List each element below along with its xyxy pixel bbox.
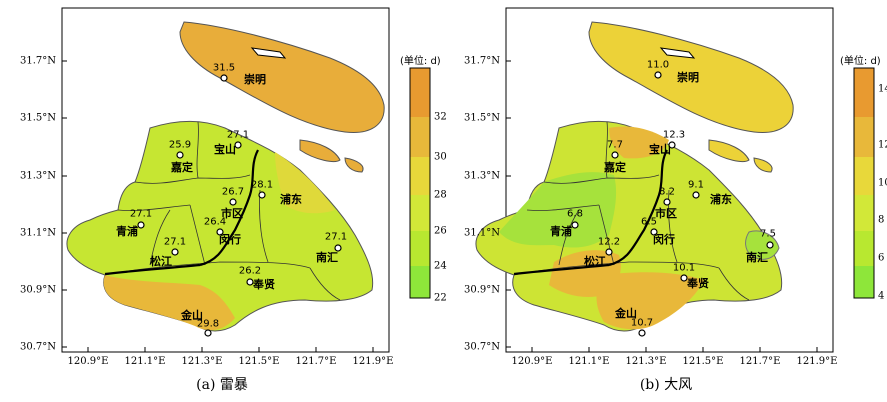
colorbar-tick: 14: [878, 83, 887, 95]
station-value: 11.0: [646, 59, 670, 71]
lat-tick: 31.3°N: [463, 170, 500, 182]
district-label: 嘉定: [171, 161, 193, 174]
lat-tick: 31.1°N: [19, 227, 56, 239]
district-label: 青浦: [550, 225, 572, 238]
lon-tick: 120.9°E: [67, 356, 109, 367]
station-value: 6.5: [641, 216, 657, 228]
map-frame: [61, 7, 431, 353]
station-value: 28.1: [250, 179, 274, 191]
lon-tick: 120.9°E: [511, 356, 553, 367]
lat-tick: 31.5°N: [19, 112, 56, 124]
lon-tick: 121.9°E: [796, 356, 838, 367]
lon-tick: 121.7°E: [295, 356, 337, 367]
station-value: 7.5: [760, 228, 776, 240]
station-value: 9.1: [688, 179, 704, 191]
colorbar-tick: 8: [878, 214, 885, 226]
lon-tick: 121.1°E: [568, 356, 610, 367]
district-label: 浦东: [280, 193, 302, 206]
lon-tick: 121.9°E: [352, 356, 394, 367]
lat-tick: 30.9°N: [19, 284, 56, 296]
district-label: 崇明: [244, 73, 266, 86]
station-value: 25.9: [168, 139, 192, 151]
region-chongming: [179, 21, 385, 134]
colorbar-tick: 12: [878, 139, 887, 151]
district-label: 市区: [221, 207, 243, 220]
district-label: 金山: [181, 309, 203, 322]
station-value: 7.7: [607, 139, 623, 151]
lat-tick: 31.3°N: [19, 170, 56, 182]
district-label: 南汇: [316, 251, 338, 264]
lon-tick: 121.1°E: [124, 356, 166, 367]
lat-tick: 31.5°N: [463, 112, 500, 124]
district-label: 青浦: [116, 225, 138, 238]
district-label: 闵行: [653, 233, 675, 246]
lon-tick: 121.3°E: [625, 356, 667, 367]
panel-caption: (a) 雷暴: [196, 377, 248, 393]
station-value: 26.7: [221, 186, 245, 198]
station-value: 10.7: [630, 317, 654, 329]
station-value: 26.4: [203, 216, 227, 228]
district-label: 市区: [655, 207, 677, 220]
lon-tick: 121.3°E: [181, 356, 223, 367]
colorbar-tick: 30: [434, 151, 447, 163]
colorbar-unit: (单位: d): [400, 56, 441, 67]
colorbar-tick: 26: [434, 225, 447, 237]
district-label: 闵行: [219, 233, 241, 246]
district-label: 宝山: [649, 143, 671, 156]
lon-tick: 121.7°E: [739, 356, 781, 367]
panel-thunderstorm: 31.7°N 31.5°N 31.3°N 31.1°N 30.9°N 30.7°…: [0, 0, 447, 402]
station-value: 27.1: [129, 208, 153, 220]
district-label: 嘉定: [604, 161, 626, 174]
colorbar-tick: 28: [434, 189, 447, 201]
panel-caption: (b) 大风: [639, 377, 693, 393]
station-value: 8.2: [659, 186, 675, 198]
station-value: 27.1: [163, 236, 187, 248]
map-frame: [475, 7, 875, 353]
lon-tick: 121.5°E: [238, 356, 280, 367]
colorbar-tick: 24: [434, 260, 447, 272]
lat-tick: 31.7°N: [463, 55, 500, 67]
district-label: 南汇: [746, 251, 768, 264]
colorbar-tick: 32: [434, 111, 447, 123]
lat-tick: 30.9°N: [463, 284, 500, 296]
lat-tick: 30.7°N: [19, 341, 56, 353]
lat-tick: 30.7°N: [463, 341, 500, 353]
station-value: 12.3: [662, 129, 686, 141]
station-value: 12.2: [597, 236, 621, 248]
station-value: 27.1: [324, 231, 348, 243]
district-label: 浦东: [710, 193, 732, 206]
colorbar-tick: 4: [878, 290, 885, 302]
district-label: 奉贤: [687, 277, 709, 290]
district-label: 崇明: [677, 71, 699, 84]
district-label: 金山: [615, 307, 637, 320]
region-chongming: [588, 21, 794, 134]
district-label: 松江: [150, 255, 172, 268]
colorbar-tick: 6: [878, 252, 885, 264]
district-label: 宝山: [214, 143, 236, 156]
lon-tick: 121.5°E: [682, 356, 724, 367]
lat-tick: 31.1°N: [463, 227, 500, 239]
district-label: 松江: [584, 255, 606, 268]
colorbar-tick: 10: [878, 177, 887, 189]
lat-tick: 31.7°N: [19, 55, 56, 67]
station-value: 26.2: [238, 265, 262, 277]
colorbar-unit: (单位: d): [840, 56, 881, 67]
panel-strong-wind: 31.7°N 31.5°N 31.3°N 31.1°N 30.9°N 30.7°…: [444, 0, 887, 402]
district-label: 奉贤: [253, 278, 275, 291]
station-value: 6.8: [567, 208, 583, 220]
station-value: 10.1: [672, 262, 696, 274]
station-value: 29.8: [196, 318, 220, 330]
colorbar-tick: 22: [434, 292, 447, 304]
station-value: 31.5: [212, 62, 236, 74]
station-value: 27.1: [226, 129, 250, 141]
